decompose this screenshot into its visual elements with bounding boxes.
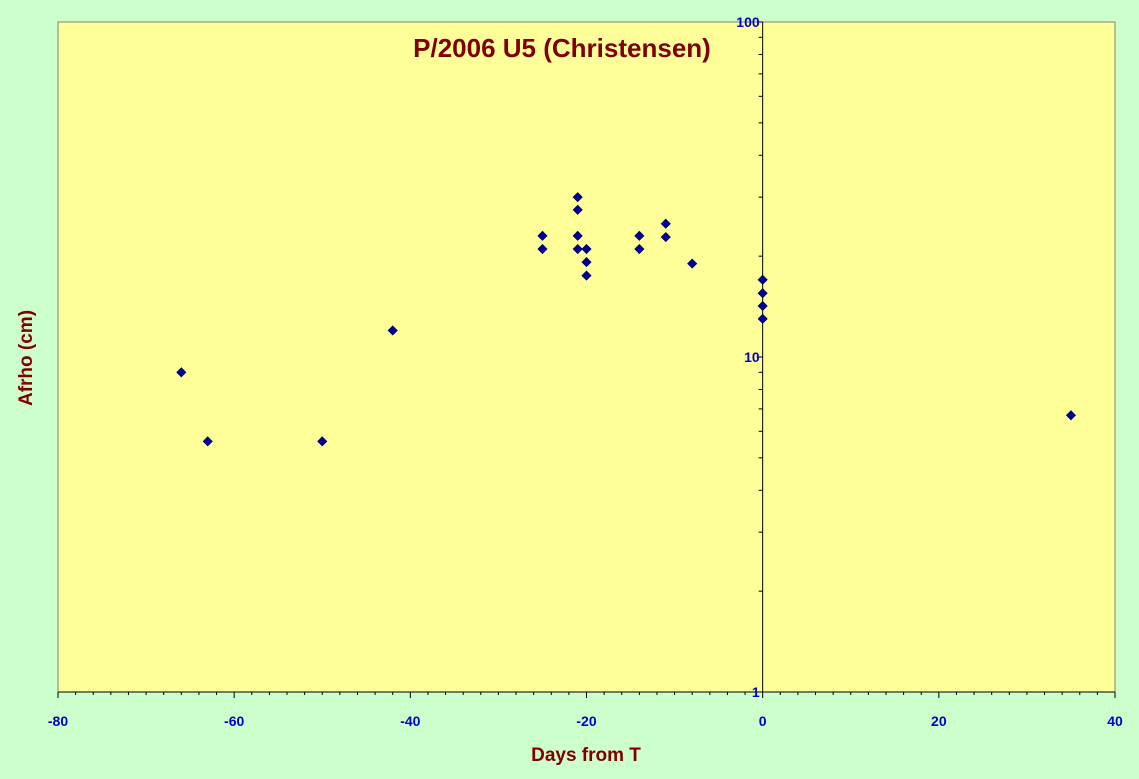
data-point <box>660 218 671 229</box>
chart-title: P/2006 U5 (Christensen) <box>413 33 711 63</box>
data-point <box>634 230 645 241</box>
data-point <box>687 258 698 269</box>
x-tick-label: 0 <box>759 713 767 729</box>
x-tick-label: -80 <box>48 713 68 729</box>
data-point <box>757 300 768 312</box>
data-point <box>202 436 213 447</box>
data-point <box>176 367 187 378</box>
data-point <box>757 288 768 299</box>
data-point <box>572 243 583 255</box>
y-tick-label: 100 <box>736 14 760 30</box>
y-tick-label: 1 <box>752 684 760 700</box>
data-point <box>572 204 583 215</box>
data-point <box>572 192 583 203</box>
data-point <box>537 243 548 255</box>
data-point <box>757 313 768 324</box>
data-point <box>581 270 592 281</box>
data-point <box>572 230 583 241</box>
x-tick-label: -40 <box>400 713 420 729</box>
y-axis-title: Afrho (cm) <box>16 310 37 406</box>
data-point <box>317 436 328 447</box>
x-tick-label: 40 <box>1107 713 1123 729</box>
x-axis-title: Days from T <box>531 745 641 766</box>
x-tick-label: -60 <box>224 713 244 729</box>
data-point <box>581 243 592 255</box>
data-point <box>581 257 592 268</box>
x-tick-label: -20 <box>576 713 596 729</box>
data-point <box>1065 410 1077 421</box>
x-tick-label: 20 <box>931 713 947 729</box>
data-point <box>634 243 645 255</box>
data-point <box>537 230 548 241</box>
data-point <box>757 274 768 285</box>
y-tick-label: 10 <box>744 349 760 365</box>
plot-area <box>57 21 1116 693</box>
data-point <box>387 325 398 336</box>
data-point <box>660 232 671 243</box>
